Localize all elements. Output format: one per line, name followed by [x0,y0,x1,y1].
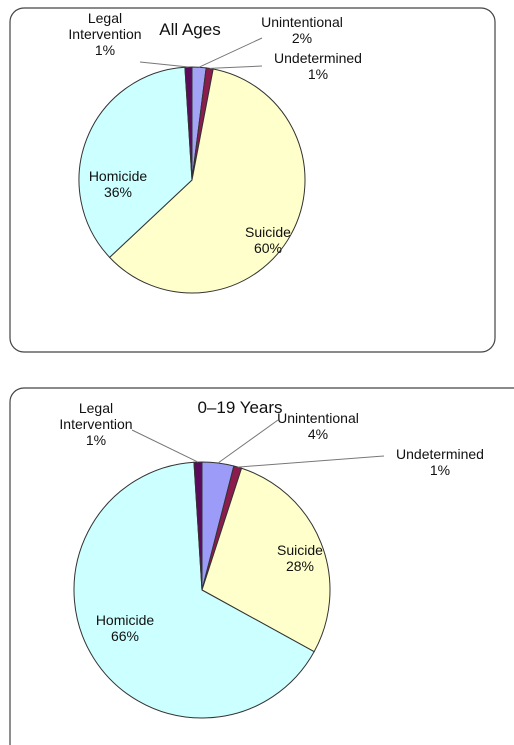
leader-line [217,419,279,464]
slice-label: Legal Intervention [68,10,142,42]
leader-line [209,65,263,69]
slice-label: Homicide [95,612,155,628]
slice-value: 1% [429,462,451,478]
slice-value: 66% [110,628,140,644]
chart-title: All Ages [159,20,221,39]
leader-line [237,455,385,468]
slice-value: 28% [285,558,315,574]
pie-slice [184,66,193,181]
slice-value: 2% [291,30,313,46]
slice-value: 1% [94,42,116,58]
leader-line [139,61,189,68]
slice-label: Undetermined [274,50,362,66]
slice-label: Homicide [88,168,148,184]
slice-value: 1% [85,432,107,448]
pie-slice [108,68,306,294]
slice-value: 4% [307,426,329,442]
slice-value: 36% [103,184,133,200]
slice-value: 1% [307,66,329,82]
chart-title: 0–19 Years [197,398,283,417]
slice-label: Suicide [245,224,291,240]
slice-label: Suicide [277,542,323,558]
leader-line [198,37,263,68]
leader-line [131,429,199,463]
slice-label: Legal Intervention [59,400,133,432]
slice-label: Undetermined [396,446,484,462]
slice-label: Unintentional [261,14,343,30]
pie-slice [193,461,203,591]
slice-value: 60% [253,240,283,256]
pie-slice [73,461,315,719]
pie-slice [201,467,331,653]
slice-label: Unintentional [277,410,359,426]
pie-slice [78,66,193,259]
